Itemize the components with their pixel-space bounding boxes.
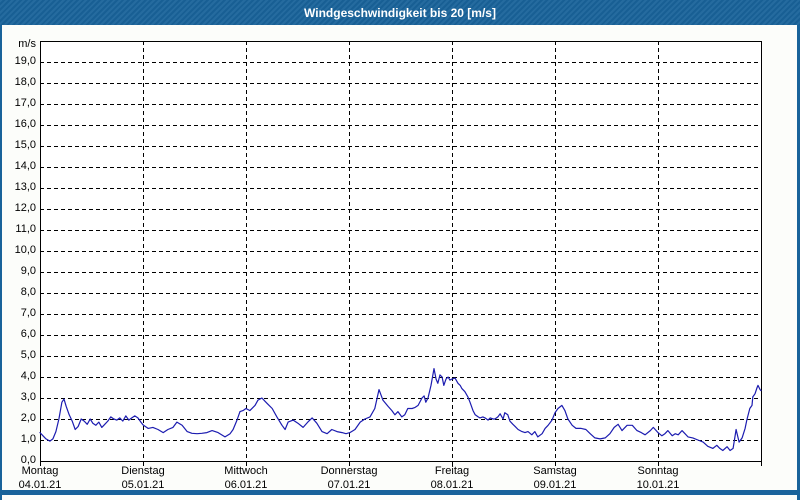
y-tick-label: 18,0: [14, 76, 36, 88]
x-day-label: Mittwoch: [224, 465, 268, 477]
x-date-label: 04.01.21: [18, 479, 62, 491]
plot-border: [40, 41, 762, 462]
x-day-label: Dienstag: [121, 465, 165, 477]
y-tick-label: 5,0: [20, 349, 36, 361]
y-axis-unit-label: m/s: [18, 38, 36, 50]
y-tick-label: 11,0: [15, 223, 36, 235]
y-tick-label: 15,0: [14, 139, 36, 151]
y-tick-label: 0,0: [20, 454, 36, 466]
y-tick-label: 6,0: [20, 328, 36, 340]
y-tick-label: 16,0: [14, 118, 36, 130]
y-tick-label: 2,0: [20, 412, 36, 424]
x-date-label: 08.01.21: [430, 479, 474, 491]
x-date-label: 05.01.21: [121, 479, 165, 491]
y-tick-label: 12,0: [14, 202, 36, 214]
y-tick-label: 7,0: [20, 307, 36, 319]
plot-background: [40, 41, 761, 461]
y-tick-label: 14,0: [14, 160, 36, 172]
y-tick-label: 1,0: [20, 433, 36, 445]
y-tick-label: 17,0: [14, 97, 36, 109]
x-day-label: Donnerstag: [320, 465, 378, 477]
x-day-label: Sonntag: [637, 465, 679, 477]
x-date-label: 07.01.21: [327, 479, 371, 491]
window-border-left: [0, 25, 2, 500]
window-border-bottom: [0, 490, 800, 495]
x-day-label: Freitag: [434, 465, 470, 477]
x-day-label: Samstag: [533, 465, 577, 477]
y-tick-label: 9,0: [20, 265, 36, 277]
x-date-label: 10.01.21: [636, 479, 680, 491]
y-tick-label: 8,0: [20, 286, 36, 298]
x-date-label: 06.01.21: [224, 479, 268, 491]
y-tick-label: 19,0: [14, 55, 36, 67]
window-border-right: [797, 25, 800, 500]
wind-speed-line: [39, 368, 762, 452]
y-tick-label: 13,0: [14, 181, 36, 193]
window-titlebar: Windgeschwindigkeit bis 20 [m/s]: [0, 0, 800, 25]
x-date-label: 09.01.21: [533, 479, 577, 491]
y-tick-label: 4,0: [20, 370, 36, 382]
y-tick-label: 3,0: [20, 391, 36, 403]
x-day-label: Montag: [21, 465, 59, 477]
window-title: Windgeschwindigkeit bis 20 [m/s]: [304, 5, 496, 20]
y-tick-label: 10,0: [14, 244, 36, 256]
